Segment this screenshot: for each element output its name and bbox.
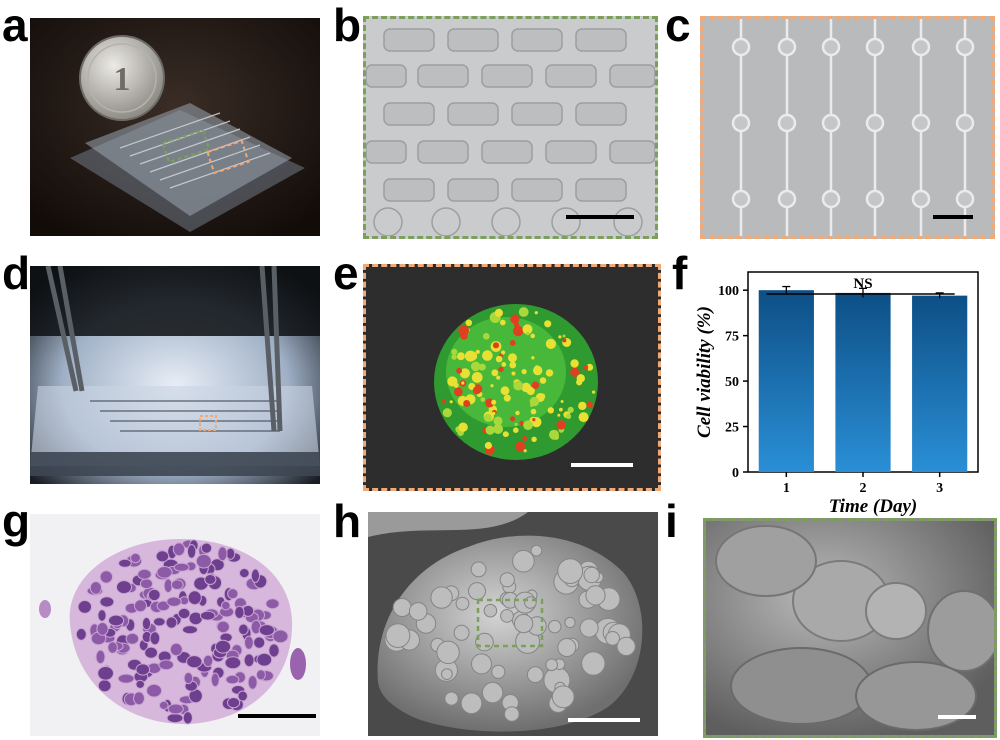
panel-label-a: a <box>2 0 28 51</box>
bar <box>835 292 891 472</box>
scale-bar <box>238 714 316 718</box>
panel-label-d: d <box>2 247 31 299</box>
panel-label-f: f <box>672 247 688 299</box>
panel-label-b: b <box>333 0 362 51</box>
panel-label-i: i <box>665 495 678 547</box>
y-tick-label: 50 <box>725 375 739 390</box>
bar <box>912 295 968 472</box>
histology-image <box>30 514 320 736</box>
fluorescence-micrograph-orange <box>363 264 661 491</box>
coin-numeral: 1 <box>114 61 131 98</box>
y-tick-label: 0 <box>732 466 739 481</box>
x-tick-label: 3 <box>936 481 943 496</box>
sem-zoom-green <box>703 518 997 738</box>
chamber-micrograph-green <box>363 16 658 239</box>
x-tick-label: 2 <box>860 481 867 496</box>
y-tick-label: 75 <box>725 330 739 345</box>
scale-bar <box>568 718 640 722</box>
scale-bar <box>571 463 633 467</box>
bar <box>758 290 814 472</box>
scale-bar <box>938 715 976 719</box>
viability-chart: 0 25 50 75 100 1 2 3 NS Time (Day) Cell viability … <box>690 262 995 517</box>
y-tick-label: 100 <box>718 284 739 299</box>
x-tick-label: 1 <box>783 481 790 496</box>
panel-label-c: c <box>665 0 691 51</box>
y-axis-label: Cell viability (%) <box>694 306 715 438</box>
significance-label: NS <box>853 276 872 292</box>
panel-label-e: e <box>333 247 359 299</box>
scale-bar <box>933 215 973 219</box>
chip-photo: 1 <box>30 18 320 236</box>
scale-bar <box>566 215 634 219</box>
panel-label-g: g <box>2 495 31 547</box>
device-photo <box>30 266 320 484</box>
y-tick-label: 25 <box>725 421 739 436</box>
x-axis-label: Time (Day) <box>829 496 917 517</box>
panel-label-h: h <box>333 495 362 547</box>
channel-micrograph-orange <box>700 16 995 239</box>
sem-spheroid-image <box>368 512 658 736</box>
